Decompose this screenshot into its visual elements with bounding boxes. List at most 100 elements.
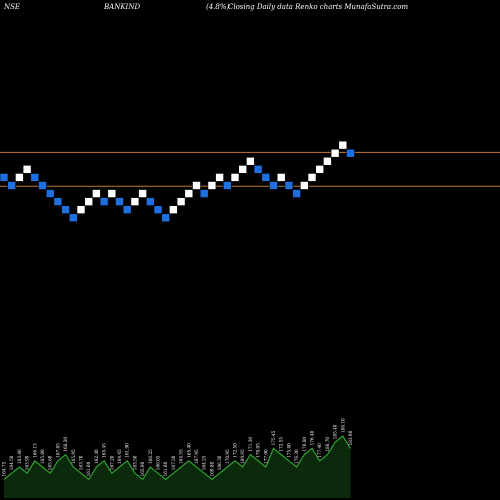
volume-label-28: 166.30 — [217, 455, 222, 470]
volume-label-7: 167.85 — [55, 443, 60, 458]
renko-brick-39 — [299, 181, 309, 190]
renko-brick-32 — [246, 156, 255, 166]
volume-label-11: 161.60 — [86, 461, 91, 476]
description-label: Closing Daily data Renko charts MunafaSu… — [228, 3, 408, 11]
volume-label-3: 163.90 — [25, 455, 30, 470]
renko-brick-7 — [53, 197, 63, 206]
header: NSE BANKIND (4.8%) Closing Daily data Re… — [3, 3, 408, 11]
volume-label-35: 175.45 — [271, 430, 276, 445]
renko-brick-16 — [122, 205, 132, 214]
renko-brick-33 — [253, 165, 263, 174]
volume-label-9: 165.95 — [71, 449, 76, 464]
volume-line — [3, 435, 352, 481]
renko-brick-11 — [84, 197, 93, 206]
renko-brick-6 — [45, 189, 55, 198]
renko-brick-43 — [330, 148, 340, 158]
volume-label-44: 186.10 — [340, 418, 345, 433]
volume-label-4: 166.15 — [32, 443, 37, 458]
volume-label-38: 176.30 — [294, 449, 299, 464]
renko-brick-27 — [207, 181, 217, 190]
volume-label-30: 172.50 — [233, 443, 238, 458]
renko-brick-26 — [199, 189, 209, 198]
volume-label-43: 185.40 — [333, 424, 338, 439]
renko-brick-15 — [115, 197, 124, 206]
renko-brick-13 — [99, 197, 109, 206]
renko-brick-29 — [223, 181, 232, 190]
volume-label-36: 172.55 — [279, 437, 284, 452]
volume-label-6: 165.60 — [48, 455, 53, 470]
volume-label-16: 161.90 — [125, 443, 130, 458]
volume-label-10: 163.70 — [79, 455, 84, 470]
renko-brick-8 — [61, 205, 70, 214]
renko-brick-35 — [269, 181, 278, 190]
change-label: (4.8%) — [206, 3, 230, 11]
renko-brick-25 — [192, 181, 201, 190]
renko-brick-42 — [323, 156, 332, 166]
volume-label-18: 165.90 — [140, 461, 145, 476]
volume-label-25: 167.95 — [194, 449, 199, 464]
volume-label-21: 161.80 — [163, 461, 168, 476]
volume-fill — [4, 436, 351, 498]
volume-area — [3, 435, 352, 498]
volume-label-2: 163.40 — [17, 449, 22, 464]
volume-label-26: 164.25 — [202, 455, 207, 470]
renko-brick-14 — [107, 189, 117, 198]
renko-brick-0 — [0, 173, 9, 182]
renko-brick-10 — [76, 205, 86, 214]
renko-brick-5 — [38, 181, 47, 190]
symbol-label: BANKIND — [103, 3, 140, 11]
renko-brick-44 — [338, 140, 348, 150]
volume-label-22: 167.20 — [171, 455, 176, 470]
renko-brick-19 — [146, 197, 155, 206]
volume-label-34: 177.90 — [263, 449, 268, 464]
volume-label-41: 177.40 — [317, 443, 322, 458]
renko-brick-37 — [284, 181, 294, 190]
renko-brick-3 — [22, 165, 32, 174]
renko-brick-31 — [238, 165, 247, 174]
renko-brick-40 — [307, 173, 317, 182]
renko-brick-12 — [92, 189, 101, 198]
volume-label-32: 171.30 — [248, 437, 253, 452]
volume-label-39: 176.60 — [302, 437, 307, 452]
volume-label-45: 183.90 — [348, 430, 353, 445]
volume-label-8: 168.20 — [63, 437, 68, 452]
volume-label-19: 166.25 — [148, 449, 153, 464]
volume-label-31: 169.95 — [240, 449, 245, 464]
volume-label-27: 169.80 — [209, 461, 214, 476]
renko-bricks — [0, 140, 355, 223]
volume-label-5: 165.80 — [40, 449, 45, 464]
renko-brick-18 — [138, 189, 147, 198]
exchange-label: NSE — [3, 3, 20, 11]
volume-label-15: 164.45 — [117, 449, 122, 464]
volume-label-24: 165.40 — [186, 443, 191, 458]
volume-label-0: 164.75 — [2, 461, 7, 476]
volume-label-33: 178.05 — [256, 443, 261, 458]
renko-brick-38 — [292, 189, 301, 198]
renko-brick-24 — [184, 189, 194, 198]
renko-brick-45 — [346, 148, 355, 158]
renko-brick-34 — [261, 173, 271, 182]
volume-label-17: 163.50 — [132, 455, 137, 470]
renko-brick-30 — [230, 173, 240, 182]
volume-label-29: 170.95 — [225, 449, 230, 464]
renko-brick-41 — [315, 165, 325, 174]
renko-brick-21 — [161, 213, 170, 223]
volume-label-12: 162.30 — [94, 449, 99, 464]
renko-brick-2 — [15, 173, 24, 182]
volume-label-20: 166.05 — [156, 455, 161, 470]
renko-brick-9 — [69, 213, 78, 223]
renko-brick-22 — [169, 205, 178, 214]
renko-brick-23 — [176, 197, 186, 206]
volume-label-14: 167.20 — [109, 455, 114, 470]
renko-brick-1 — [7, 181, 16, 190]
volume-label-42: 180.70 — [325, 437, 330, 452]
renko-brick-20 — [153, 205, 163, 214]
volume-label-13: 165.45 — [102, 443, 107, 458]
volume-label-1: 164.50 — [9, 455, 14, 470]
renko-brick-28 — [215, 173, 224, 182]
horizontal-lines — [0, 151, 500, 187]
renko-brick-36 — [276, 173, 286, 182]
